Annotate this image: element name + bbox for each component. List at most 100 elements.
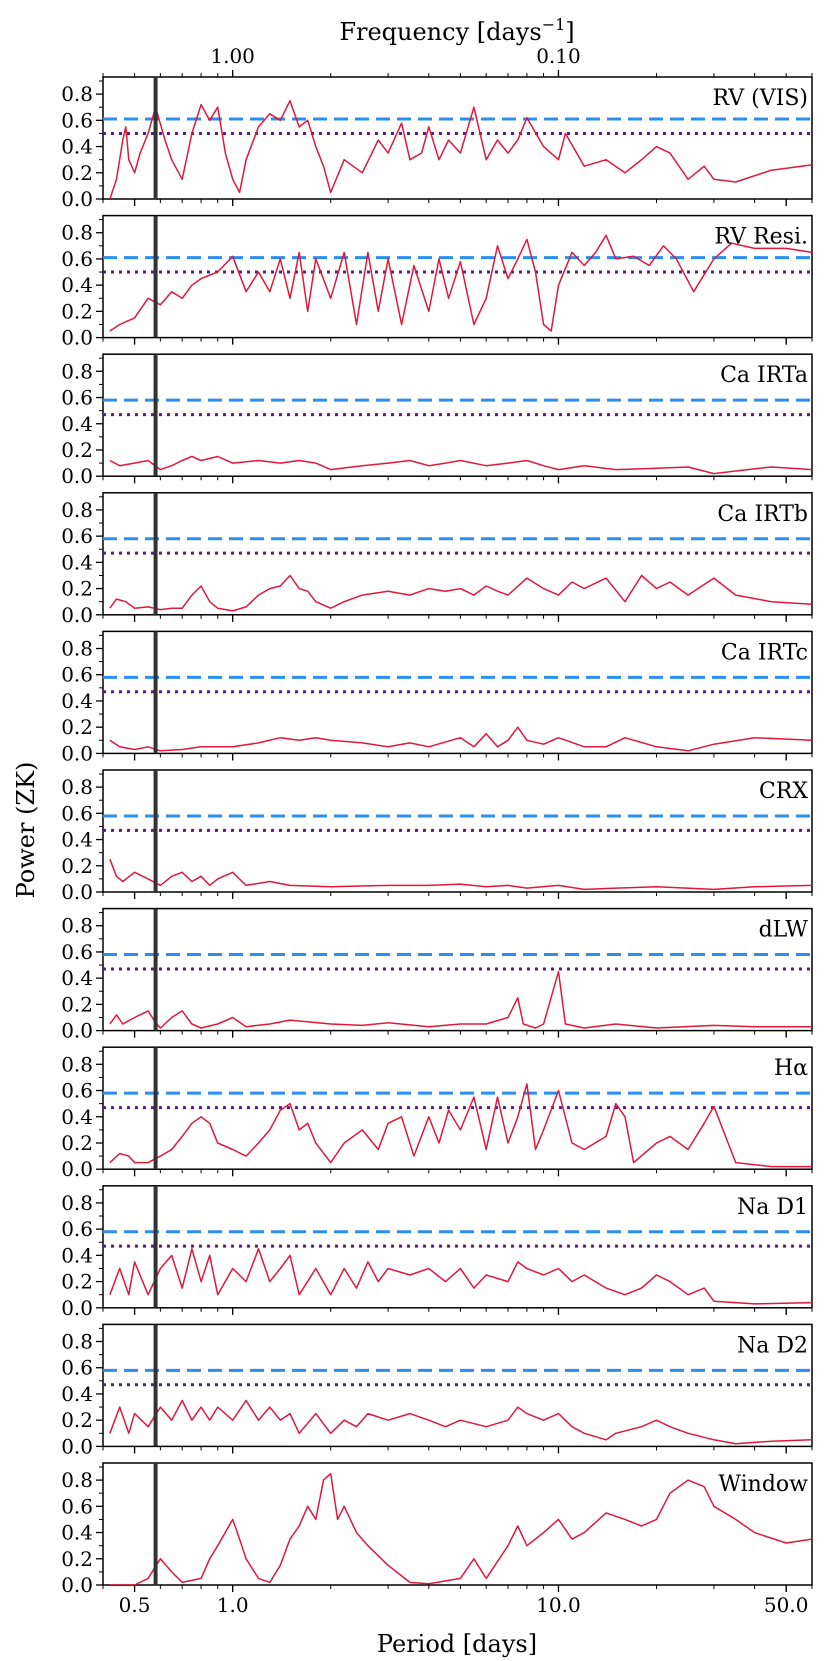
y-tick-label: 0.2 xyxy=(61,161,93,185)
periodogram-line xyxy=(109,726,812,752)
y-tick-label: 0.6 xyxy=(61,247,93,271)
panel-plot-area xyxy=(103,215,812,338)
x-tick-label: 10.0 xyxy=(536,1593,581,1617)
y-tick-label: 0.0 xyxy=(61,1157,93,1181)
panel-label: RV (VIS) xyxy=(713,86,808,111)
panel-1: 0.00.20.4 0.60.8 RV (VIS) 1.00 0.10 xyxy=(61,44,813,211)
y-tick-label: 0.0 xyxy=(61,1434,93,1458)
periodogram-line xyxy=(109,455,812,475)
y-tick-label: 0.4 xyxy=(61,1521,93,1545)
panel-9: 0.00.2 0.40.60.8 Na D1 xyxy=(61,1185,813,1320)
panel-4: 0.00.2 0.40.60.8 Ca IRTb xyxy=(61,492,813,627)
panel-plot-area xyxy=(103,908,812,1031)
periodogram-line xyxy=(109,99,812,199)
panel-plot-area xyxy=(103,631,812,754)
panel-frame xyxy=(102,214,813,339)
y-tick-label: 0.0 xyxy=(61,464,93,488)
y-tick-label: 0.0 xyxy=(61,741,93,765)
panel-frame xyxy=(102,76,813,200)
panel-10: 0.00.20.40.60.8 Na D2 xyxy=(61,1323,813,1458)
panel-label: Ca IRTa xyxy=(720,363,808,388)
y-tick-label: 0.4 xyxy=(61,1382,93,1406)
y-tick-label: 0.2 xyxy=(61,992,93,1016)
y-tick-label: 0.4 xyxy=(61,1105,93,1129)
y-tick-label: 0.4 xyxy=(61,412,93,436)
top-frequency-axis: Frequency [days−1] xyxy=(339,15,574,46)
y-tick-label: 0.0 xyxy=(61,1019,93,1043)
x-tick-label: 1.0 xyxy=(217,1593,249,1617)
top-tick-label: 0.10 xyxy=(536,44,581,68)
y-tick-label: 0.6 xyxy=(61,1217,93,1241)
y-tick-label: 0.6 xyxy=(61,108,93,132)
y-tick-label: 0.6 xyxy=(61,1356,93,1380)
y-tick-label: 0.4 xyxy=(61,689,93,713)
y-tick-label: 0.2 xyxy=(61,1547,93,1571)
periodogram-line xyxy=(109,1399,812,1445)
panel-plot-area xyxy=(103,1047,812,1170)
y-tick-label: 0.8 xyxy=(61,1330,93,1354)
y-tick-label: 0.2 xyxy=(61,1131,93,1155)
y-tick-label: 0.2 xyxy=(61,577,93,601)
x-tick-label: 0.5 xyxy=(119,1593,151,1617)
panel-label: Window xyxy=(718,1472,808,1497)
y-tick-label: 0.2 xyxy=(61,299,93,323)
panel-plot-area xyxy=(103,354,812,477)
y-tick-label: 0.8 xyxy=(61,359,93,383)
y-tick-label: 0.0 xyxy=(61,187,93,211)
periodogram-line xyxy=(109,1248,812,1305)
y-tick-label: 0.0 xyxy=(61,326,93,350)
y-tick-label: 0.8 xyxy=(61,1052,93,1076)
panel-frame xyxy=(102,1462,813,1586)
y-tick-label: 0.8 xyxy=(61,221,93,245)
y-tick-label: 0.6 xyxy=(61,1494,93,1518)
y-axis-label: Power (ZK) xyxy=(12,762,40,899)
y-tick-label: 0.2 xyxy=(61,715,93,739)
y-tick-label: 0.4 xyxy=(61,135,93,159)
panel-5: 0.00.20.40.60.8 Ca IRTc xyxy=(61,630,813,765)
y-tick-label: 0.4 xyxy=(61,828,93,852)
periodogram-line xyxy=(109,1472,812,1585)
y-tick-label: 0.0 xyxy=(61,603,93,627)
periodogram-line xyxy=(109,858,812,891)
y-tick-label: 0.6 xyxy=(61,663,93,687)
panel-label: Hα xyxy=(774,1056,808,1081)
top-tick-label: 1.00 xyxy=(210,44,255,68)
y-tick-label: 0.4 xyxy=(61,966,93,990)
y-tick-label: 0.4 xyxy=(61,273,93,297)
panel-2: 0.0 0.20.40.60.8 RV Resi. xyxy=(61,214,813,350)
panels: 0.00.20.40.60.8 RV (VIS)1.00 0.100.00.20.4… xyxy=(61,44,813,1617)
panel-6: 0.00.20.4 0.60.8 CRX xyxy=(61,769,813,904)
panel-label: Ca IRTb xyxy=(717,502,808,527)
panel-plot-area xyxy=(103,77,812,199)
panel-label: CRX xyxy=(759,779,808,804)
panel-11: 0.00.20.4 0.60.8 Window 0.5 1.0 10.0 50.0 xyxy=(61,1462,813,1617)
panel-7: 0.0 0.20.40.60.8 dLW xyxy=(61,907,813,1043)
y-tick-label: 0.0 xyxy=(61,1573,93,1597)
panel-label: Na D1 xyxy=(737,1195,808,1220)
periodogram-line xyxy=(109,234,812,332)
y-tick-label: 0.6 xyxy=(61,524,93,548)
y-tick-label: 0.8 xyxy=(61,914,93,938)
y-tick-label: 0.6 xyxy=(61,940,93,964)
y-tick-label: 0.4 xyxy=(61,550,93,574)
y-tick-label: 0.8 xyxy=(61,498,93,522)
y-tick-label: 0.6 xyxy=(61,801,93,825)
top-axis-label: Frequency [days−1] xyxy=(339,15,574,46)
y-tick-label: 0.8 xyxy=(61,1468,93,1492)
panel-plot-area xyxy=(103,1185,812,1308)
y-tick-label: 0.8 xyxy=(61,775,93,799)
y-tick-label: 0.8 xyxy=(61,637,93,661)
panel-plot-area xyxy=(103,492,812,615)
panel-plot-area xyxy=(103,1324,812,1447)
y-tick-label: 0.4 xyxy=(61,1243,93,1267)
panel-3: 0.00.20.40.6 0.8 Ca IRTa xyxy=(61,353,813,488)
periodogram-line xyxy=(109,970,812,1029)
periodogram-line xyxy=(109,1083,812,1168)
panel-plot-area xyxy=(109,1463,812,1585)
panel-8: 0.00.20.40.6 0.8 Hα xyxy=(61,1046,813,1181)
y-tick-label: 0.2 xyxy=(61,1270,93,1294)
x-tick-label: 50.0 xyxy=(764,1593,809,1617)
panel-label: RV Resi. xyxy=(714,225,808,250)
y-tick-label: 0.0 xyxy=(61,880,93,904)
